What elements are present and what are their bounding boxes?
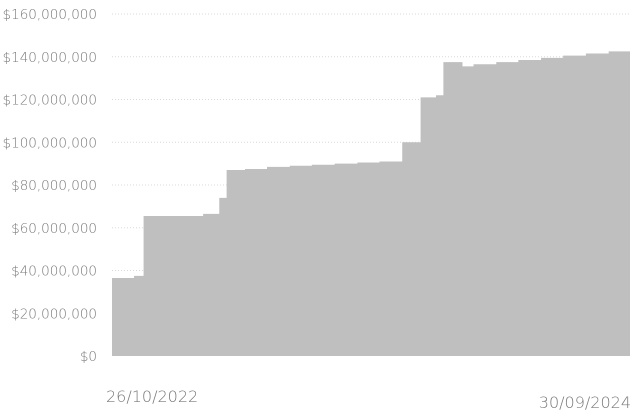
y-tick-label: $140,000,000 [3,50,97,66]
x-axis-end-label: 30/09/2024 [539,393,631,411]
x-axis-start-label: 26/10/2022 [106,387,198,406]
y-tick-label: $80,000,000 [11,178,97,194]
y-tick-label: $60,000,000 [11,221,97,237]
y-tick-label: $0 [80,349,97,365]
y-tick-label: $100,000,000 [3,135,97,151]
y-tick-label: $160,000,000 [3,7,97,23]
y-tick-label: $120,000,000 [3,93,97,109]
series-area [112,49,630,357]
y-axis-tick-labels: $0 $20,000,000 $40,000,000 $60,000,000 $80,0… [3,7,97,365]
y-tick-label: $20,000,000 [11,306,97,322]
y-tick-label: $40,000,000 [11,264,97,280]
series-area-group [112,49,630,357]
